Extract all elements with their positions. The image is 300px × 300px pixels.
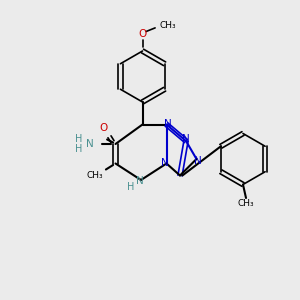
Text: H: H [75, 144, 82, 154]
Text: CH₃: CH₃ [159, 21, 175, 30]
Text: N: N [182, 134, 190, 145]
Text: N: N [136, 176, 143, 186]
Text: N: N [194, 155, 202, 166]
Text: CH₃: CH₃ [86, 171, 103, 180]
Text: O: O [138, 29, 147, 40]
Text: N: N [164, 119, 172, 129]
Text: H: H [127, 182, 134, 192]
Text: O: O [99, 123, 108, 133]
Text: N: N [161, 158, 169, 168]
Text: CH₃: CH₃ [238, 199, 254, 208]
Text: N: N [86, 139, 94, 149]
Text: H: H [75, 134, 82, 144]
